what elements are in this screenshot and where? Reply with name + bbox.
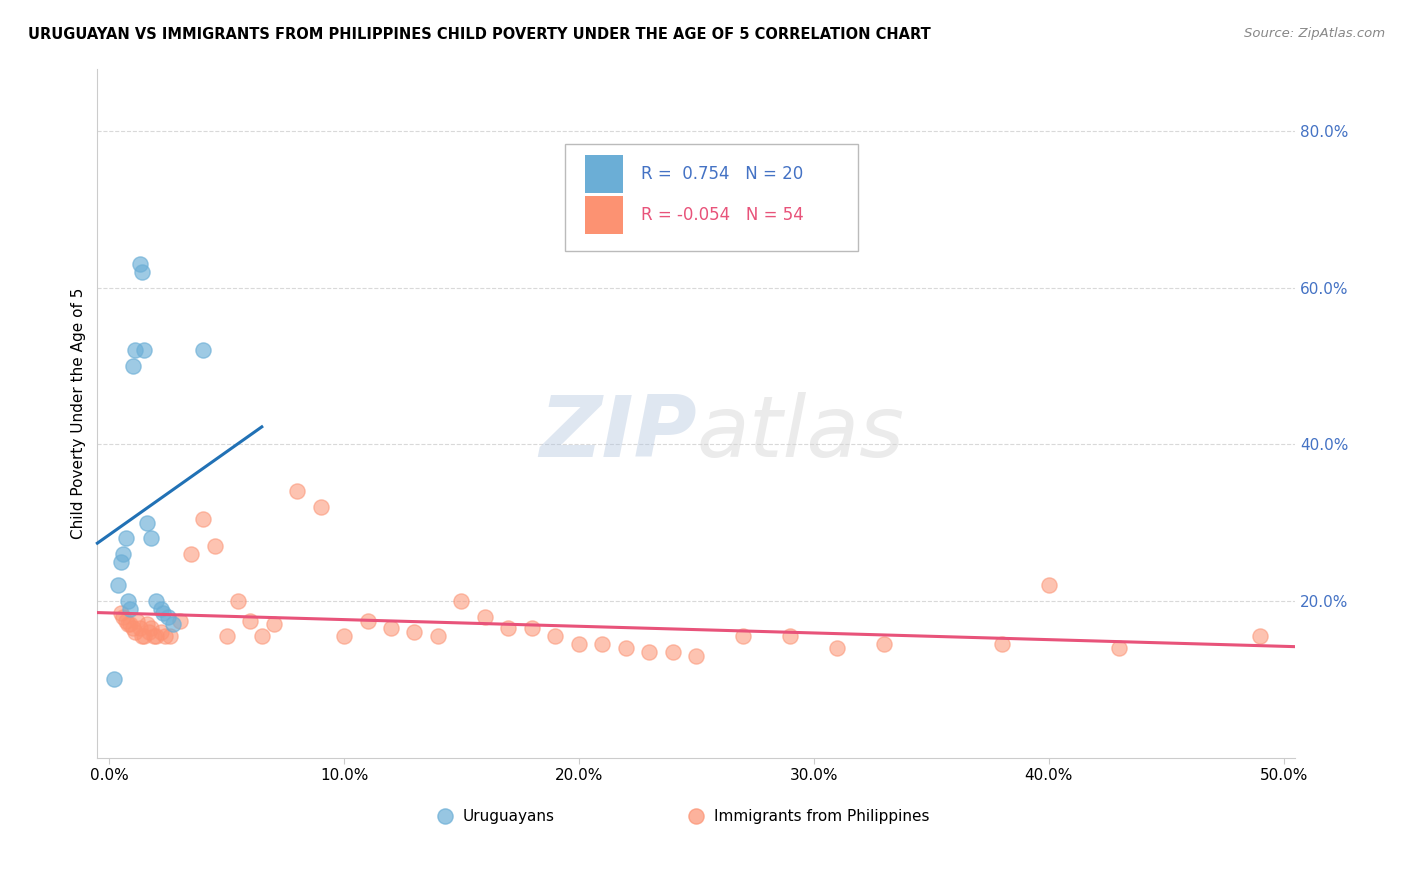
Point <box>128 621 150 635</box>
Point <box>239 614 262 628</box>
Point <box>141 621 163 635</box>
Point <box>135 516 157 530</box>
Point <box>404 625 426 640</box>
Point <box>114 532 136 546</box>
Point <box>145 594 167 608</box>
Point <box>450 594 472 608</box>
Point <box>568 637 591 651</box>
Point <box>263 617 285 632</box>
Point <box>121 621 143 635</box>
Point <box>117 617 139 632</box>
Point <box>333 629 356 643</box>
Point <box>120 617 142 632</box>
Point <box>614 640 637 655</box>
Point <box>134 343 156 358</box>
Text: Source: ZipAtlas.com: Source: ZipAtlas.com <box>1244 27 1385 40</box>
Point <box>638 645 661 659</box>
Point <box>145 629 167 643</box>
FancyBboxPatch shape <box>565 145 858 252</box>
Point <box>141 532 163 546</box>
Text: atlas: atlas <box>696 392 904 475</box>
Point <box>380 621 402 635</box>
Point <box>827 640 849 655</box>
Point <box>142 629 165 643</box>
Text: Immigrants from Philippines: Immigrants from Philippines <box>714 809 929 823</box>
Point <box>204 539 226 553</box>
Point <box>134 629 156 643</box>
Point <box>226 594 249 608</box>
Point <box>135 617 157 632</box>
Point <box>169 614 191 628</box>
Point <box>1249 629 1271 643</box>
Point <box>309 500 332 514</box>
Point <box>103 673 125 687</box>
Point <box>159 629 181 643</box>
Point <box>215 629 238 643</box>
Point <box>991 637 1014 651</box>
Point <box>124 625 146 640</box>
Point <box>121 359 143 373</box>
Point <box>155 629 177 643</box>
Point <box>112 609 135 624</box>
Point <box>120 602 142 616</box>
Point <box>474 609 496 624</box>
Point <box>662 645 685 659</box>
Bar <box>585 154 623 193</box>
Y-axis label: Child Poverty Under the Age of 5: Child Poverty Under the Age of 5 <box>72 287 86 539</box>
Text: Uruguayans: Uruguayans <box>463 809 555 823</box>
Point <box>520 621 543 635</box>
Point <box>149 602 172 616</box>
Point <box>1272 817 1295 831</box>
Text: R = -0.054   N = 54: R = -0.054 N = 54 <box>641 206 804 224</box>
Point <box>124 343 146 358</box>
Point <box>110 606 132 620</box>
Point <box>356 614 378 628</box>
Point <box>591 637 613 651</box>
Point <box>138 625 160 640</box>
Point <box>1108 640 1130 655</box>
Text: ZIP: ZIP <box>538 392 696 475</box>
Text: URUGUAYAN VS IMMIGRANTS FROM PHILIPPINES CHILD POVERTY UNDER THE AGE OF 5 CORREL: URUGUAYAN VS IMMIGRANTS FROM PHILIPPINES… <box>28 27 931 42</box>
Point <box>779 817 801 831</box>
Text: R =  0.754   N = 20: R = 0.754 N = 20 <box>641 165 804 183</box>
Point <box>114 614 136 628</box>
Point <box>127 614 149 628</box>
Point <box>1038 578 1060 592</box>
Point <box>250 629 273 643</box>
Point <box>733 629 755 643</box>
Point <box>128 257 150 271</box>
Point <box>112 547 135 561</box>
Point <box>427 629 450 643</box>
Point <box>131 265 153 279</box>
Point <box>149 625 172 640</box>
Point <box>544 629 567 643</box>
Point <box>685 648 707 663</box>
Point <box>110 555 132 569</box>
Point <box>498 621 520 635</box>
Point <box>180 547 202 561</box>
Point <box>131 629 153 643</box>
Point <box>285 484 308 499</box>
Point <box>107 578 129 592</box>
Point <box>779 629 801 643</box>
Point <box>117 594 139 608</box>
Point <box>156 609 179 624</box>
Point <box>191 512 214 526</box>
Point <box>191 343 214 358</box>
Point <box>162 617 184 632</box>
Bar <box>585 196 623 234</box>
Point <box>873 637 896 651</box>
Point <box>152 606 174 620</box>
